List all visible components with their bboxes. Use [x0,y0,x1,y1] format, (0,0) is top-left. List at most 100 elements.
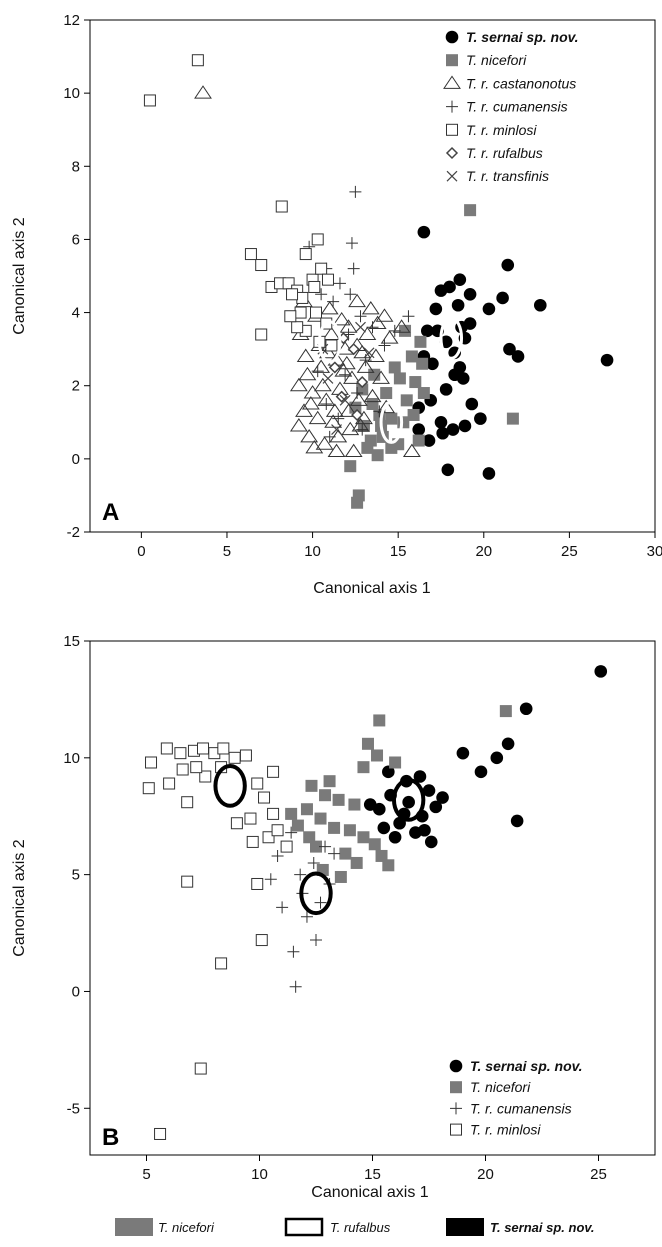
data-point-t-sernai-sp-nov [458,419,472,433]
data-point-t-sernai-sp-nov [482,302,496,316]
data-point-t-r-minlosi [294,306,307,319]
data-point-t-r-cumanensis [289,980,302,993]
data-point-t-r-minlosi [228,751,241,764]
x-axis-title-b: Canonical axis 1 [311,1184,429,1201]
data-point-t-sernai-sp-nov [441,463,455,477]
ticks-a: 0 5 10 15 20 25 30 -2 0 2 4 6 8 10 12 [63,12,662,560]
data-point-t-nicefori [344,460,357,473]
data-point-t-r-castanonotus [377,399,396,414]
data-point-t-r-minlosi [143,94,156,107]
data-point-t-r-minlosi [190,761,203,774]
data-point-t-sernai-sp-nov [377,821,391,835]
data-point-t-r-castanonotus [402,443,421,458]
data-point-t-r-castanonotus [332,311,351,326]
data-point-t-r-minlosi [255,328,268,341]
data-point-t-nicefori [414,335,427,348]
data-point-t-r-cumanensis [320,398,333,410]
data-point-t-r-minlosi [160,742,173,755]
y-tick-label-a: 4 [72,305,80,322]
data-point-t-nicefori [371,449,384,462]
x-tick-label-b: 25 [590,1166,607,1183]
data-point-t-r-rufalbus [351,408,364,422]
data-point-t-r-cumanensis [328,847,341,860]
data-point-t-nicefori [405,350,418,363]
data-point-t-r-castanonotus [289,418,308,432]
y-tick-label-a: 2 [72,378,80,395]
legend-label-t-nicefori: T. nicefori [470,1079,531,1095]
data-point-t-r-minlosi [275,200,288,213]
y-tick-label-a: 8 [72,158,80,175]
data-point-t-sernai-sp-nov [426,357,439,371]
data-point-t-sernai-sp-nov [434,284,448,297]
data-point-t-nicefori [314,812,327,825]
footer-legend: T. nicefori T. rufalbus T. sernai sp. no… [115,1217,595,1237]
data-point-t-sernai-sp-nov [465,397,479,411]
data-point-t-r-castanonotus [295,403,313,417]
data-point-t-r-castanonotus [375,308,394,322]
data-point-t-nicefori [328,821,341,834]
legend-label-t-sernai-sp-nov: T. sernai sp. nov. [470,1058,583,1074]
data-point-t-r-minlosi [176,763,189,776]
data-point-t-r-castanonotus [313,377,332,392]
centroid-ellipse-b [213,763,247,808]
data-point-t-sernai-sp-nov [501,737,515,751]
data-point-t-r-castanonotus [308,410,327,425]
data-point-t-r-cumanensis [354,310,367,323]
data-point-t-nicefori [319,789,332,802]
data-point-t-r-minlosi [258,791,271,804]
data-point-t-r-cumanensis [333,277,346,290]
data-point-t-sernai-sp-nov [490,751,504,765]
data-point-t-r-castanonotus [358,326,377,341]
legend-marker-t-r-minlosi [450,1123,462,1136]
data-point-t-r-cumanensis [310,934,322,947]
data-point-t-r-castanonotus [325,403,344,417]
data-point-t-sernai-sp-nov [417,225,431,239]
data-point-t-sernai-sp-nov [510,814,524,828]
y-tick-label-b: 15 [63,633,80,650]
data-point-t-nicefori [412,434,425,447]
data-point-t-nicefori [300,803,313,816]
data-point-t-nicefori [361,737,374,750]
data-point-t-r-minlosi [310,306,322,319]
data-point-t-r-minlosi [267,765,280,778]
data-point-t-r-castanonotus [320,301,339,315]
data-point-t-r-castanonotus [298,366,317,381]
data-point-t-r-castanonotus [380,330,399,344]
data-point-t-sernai-sp-nov [482,467,496,480]
legend-marker-t-r-castanonotus [443,75,461,89]
plot-frame-b [89,640,656,1156]
data-point-t-r-minlosi [142,782,155,795]
data-point-t-nicefori [332,793,345,806]
data-point-t-r-castanonotus [303,385,322,399]
data-point-t-sernai-sp-nov [363,798,377,811]
data-point-t-r-minlosi [181,796,194,809]
data-point-t-r-cumanensis [378,339,391,352]
data-point-t-r-cumanensis [366,321,379,334]
data-point-t-r-minlosi [154,1127,167,1140]
data-point-t-r-transfinis [322,372,334,384]
data-point-t-sernai-sp-nov [456,746,470,760]
data-point-t-r-castanonotus [344,443,363,458]
legend-label-t-nicefori: T. nicefori [466,52,527,68]
data-point-t-r-castanonotus [356,359,375,373]
data-point-t-nicefori [350,856,363,869]
y-tick-label-b: 5 [72,867,80,884]
data-point-t-sernai-sp-nov [434,415,448,429]
legend-label-t-sernai-sp-nov: T. sernai sp. nov. [466,29,579,45]
data-point-t-r-rufalbus [328,361,341,374]
data-point-t-r-cumanensis [311,365,324,378]
y-tick-label-b: -5 [67,1100,80,1117]
footer-label-rufalbus: T. rufalbus [330,1220,391,1235]
data-point-t-r-castanonotus [361,301,380,315]
legend-label-t-r-transfinis: T. r. transfinis [466,168,549,184]
data-point-t-r-minlosi [217,742,230,755]
data-point-t-sernai-sp-nov [446,423,460,436]
data-point-t-r-castanonotus [289,377,308,392]
centroids-b [213,763,426,916]
data-point-t-r-cumanensis [271,849,284,862]
data-point-t-nicefori [285,807,298,820]
data-point-t-r-minlosi [181,875,194,888]
data-point-t-sernai-sp-nov [519,702,533,716]
data-point-t-r-minlosi [230,817,243,830]
